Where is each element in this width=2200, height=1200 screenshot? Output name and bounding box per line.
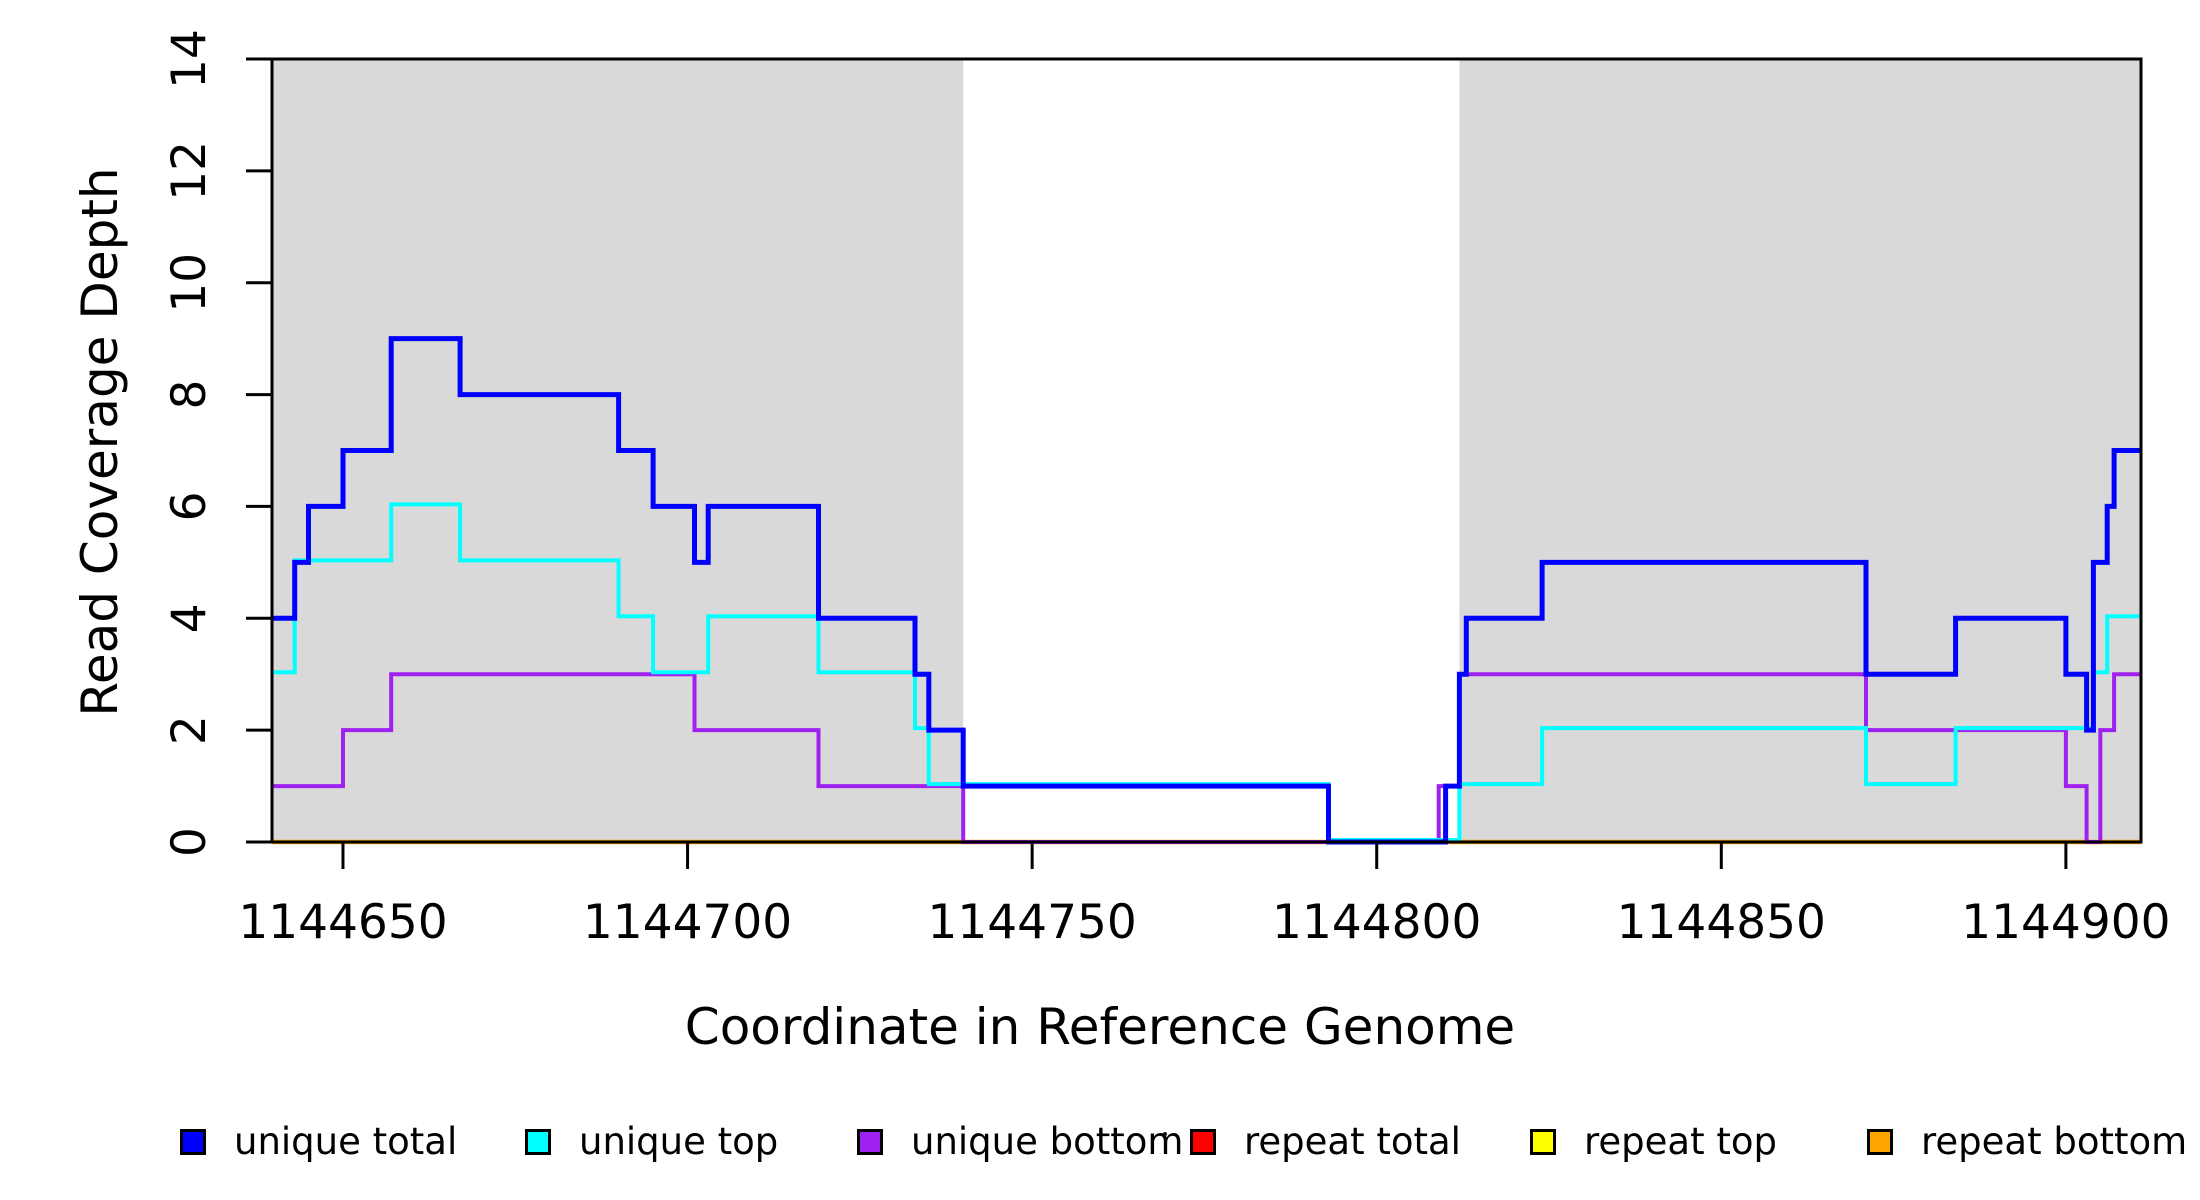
x-tick-label: 1144900 <box>1961 895 2170 950</box>
x-tick-label: 1144850 <box>1617 895 1826 950</box>
y-tick-label: 2 <box>162 715 217 745</box>
y-tick-label: 12 <box>162 141 217 201</box>
x-tick-label: 1144800 <box>1272 895 1481 950</box>
x-axis-title: Coordinate in Reference Genome <box>684 998 1516 1056</box>
y-tick-label: 14 <box>162 29 217 89</box>
y-tick-label: 8 <box>162 380 217 410</box>
x-tick-label: 1144650 <box>238 895 447 950</box>
series-unique-total <box>272 336 2141 845</box>
x-tick-label: 1144750 <box>927 895 1136 950</box>
y-tick-label: 10 <box>162 253 217 313</box>
y-tick-label: 4 <box>162 603 217 633</box>
series-unique-top <box>272 502 2141 842</box>
y-tick-label: 0 <box>162 827 217 857</box>
x-tick-label: 1144700 <box>583 895 792 950</box>
plot-box <box>270 57 2143 844</box>
stray-dot <box>1163 1132 1167 1136</box>
y-tick-label: 6 <box>162 491 217 521</box>
shaded-region-2 <box>1459 59 2141 842</box>
y-axis-title: Read Coverage Depth <box>71 167 129 717</box>
